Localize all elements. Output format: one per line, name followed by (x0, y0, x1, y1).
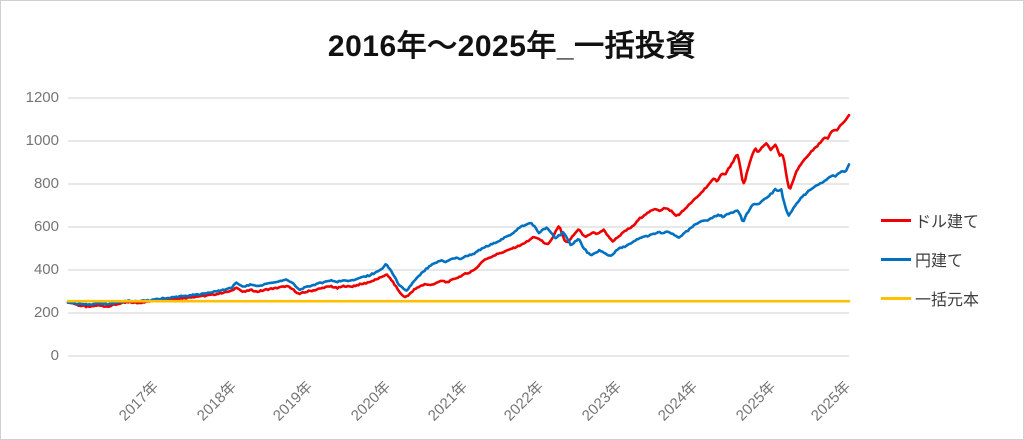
y-tick-label: 0 (50, 347, 59, 364)
legend-label-principal: 一括元本 (915, 292, 980, 309)
y-tick-label: 600 (33, 218, 59, 235)
y-tick-label: 800 (33, 175, 59, 192)
legend-label-usd: ドル建て (915, 214, 980, 231)
legend-item-jpy: 円建て (881, 247, 979, 271)
legend: ドル建て 円建て 一括元本 (881, 208, 979, 310)
series-line-0 (66, 113, 851, 309)
legend-line-principal-icon (881, 296, 911, 300)
legend-line-usd-icon (881, 218, 911, 222)
gridlines (68, 97, 849, 357)
legend-label-jpy: 円建て (915, 253, 964, 270)
chart-title: 2016年～2025年_一括投資 (327, 30, 697, 63)
y-tick-label: 1200 (25, 89, 59, 106)
legend-line-jpy-icon (881, 257, 911, 261)
legend-item-principal: 一括元本 (881, 286, 979, 310)
series-lines (66, 113, 851, 309)
y-tick-label: 1000 (25, 132, 59, 149)
series-line-1 (66, 163, 851, 306)
y-tick-label: 400 (33, 261, 59, 278)
y-tick-label: 200 (33, 304, 59, 321)
legend-item-usd: ドル建て (881, 208, 979, 232)
